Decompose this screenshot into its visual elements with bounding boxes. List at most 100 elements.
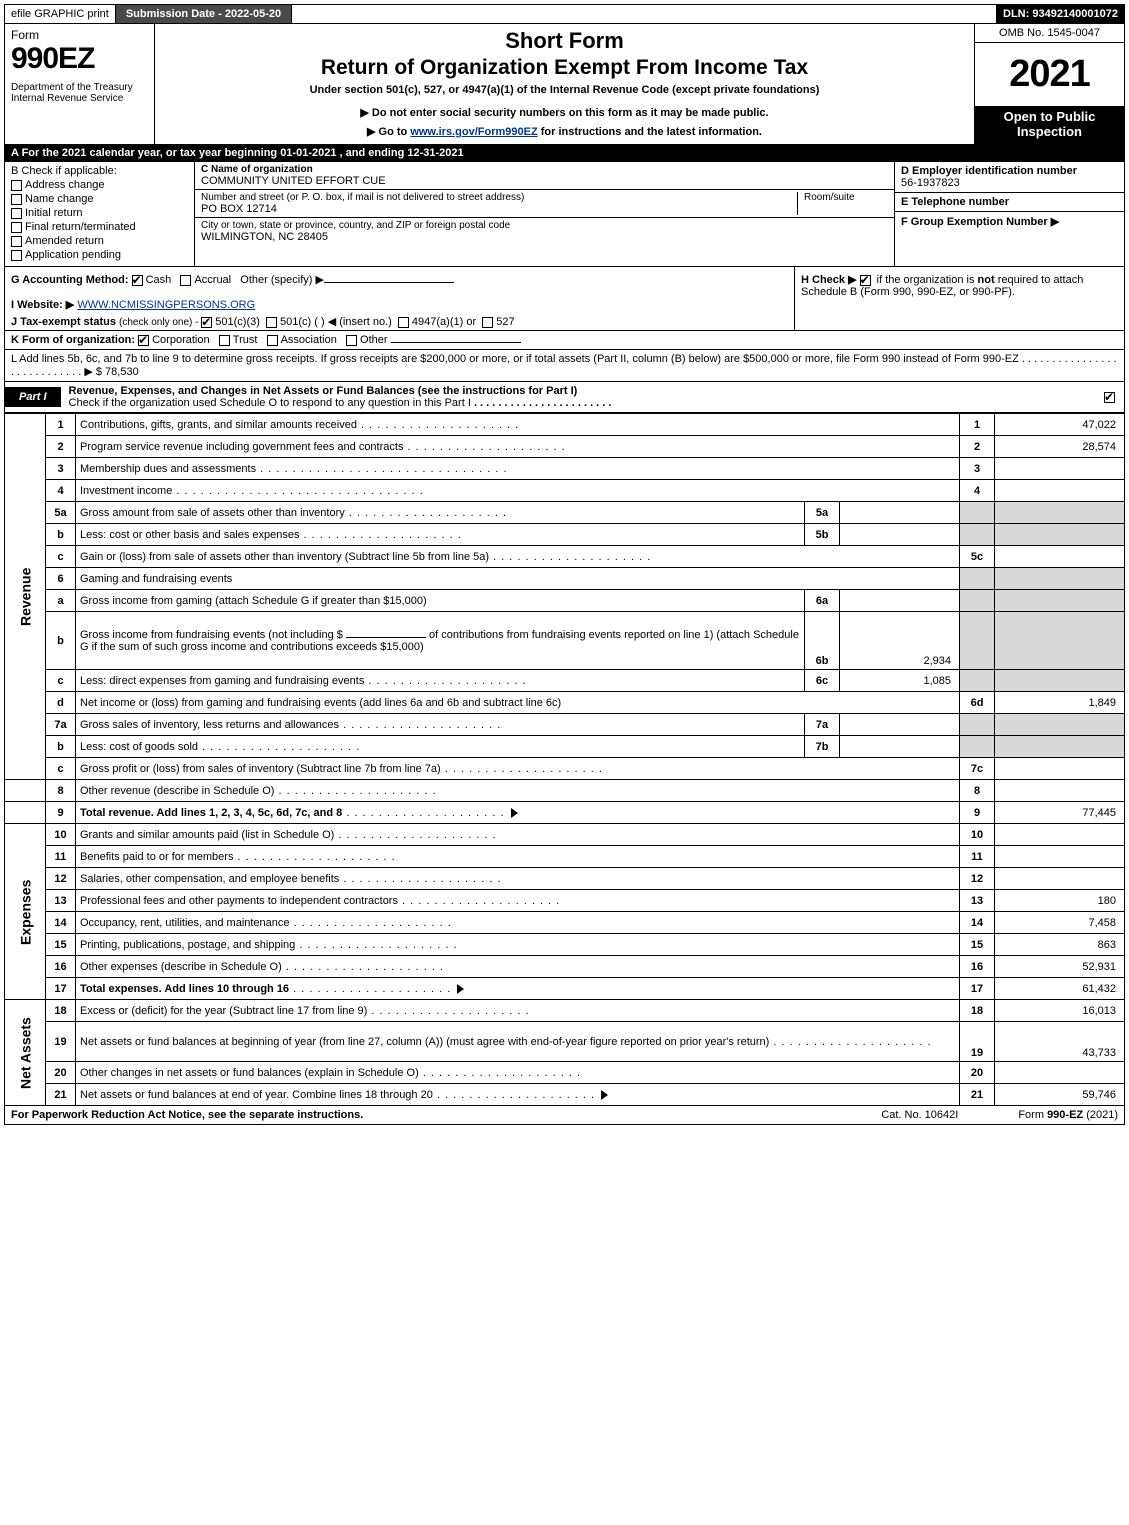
j-501c3-label: 501(c)(3) xyxy=(215,316,260,328)
row-l: L Add lines 5b, 6c, and 7b to line 9 to … xyxy=(4,350,1125,382)
line-5a-subn: 5a xyxy=(805,502,840,524)
line-12-desc: Salaries, other compensation, and employ… xyxy=(80,873,339,885)
arrow-icon xyxy=(457,984,464,994)
application-pending-label: Application pending xyxy=(25,249,121,261)
c-street-label: Number and street (or P. O. box, if mail… xyxy=(201,192,791,203)
line-10-num: 10 xyxy=(46,824,76,846)
d-ein-label: D Employer identification number xyxy=(901,165,1118,177)
line-7b-desc: Less: cost of goods sold xyxy=(80,741,198,753)
line-18-num: 18 xyxy=(46,1000,76,1022)
ssn-warning: ▶ Do not enter social security numbers o… xyxy=(163,106,966,119)
k-other-input[interactable] xyxy=(391,342,521,343)
line-17-desc: Total expenses. Add lines 10 through 16 xyxy=(80,983,289,995)
line-5a-subv xyxy=(840,502,960,524)
line-2-desc: Program service revenue including govern… xyxy=(80,441,403,453)
j-527-checkbox[interactable] xyxy=(482,317,493,328)
initial-return-checkbox[interactable]: Initial return xyxy=(11,207,188,219)
line-19-desc: Net assets or fund balances at beginning… xyxy=(80,1036,769,1048)
form-number: 990EZ xyxy=(11,42,148,76)
line-4-ln: 4 xyxy=(960,480,995,502)
c-name-label: C Name of organization xyxy=(201,164,888,175)
j-501c-label: 501(c) ( ) ◀ (insert no.) xyxy=(280,316,392,328)
name-change-label: Name change xyxy=(25,193,94,205)
line-7b-subn: 7b xyxy=(805,736,840,758)
row-a-tax-year: A For the 2021 calendar year, or tax yea… xyxy=(4,145,1125,162)
g-accrual-checkbox[interactable] xyxy=(180,275,191,286)
footer-right: Form 990-EZ (2021) xyxy=(1018,1109,1118,1121)
j-4947-label: 4947(a)(1) or xyxy=(412,316,476,328)
line-11-ln: 11 xyxy=(960,846,995,868)
line-18-amt: 16,013 xyxy=(995,1000,1125,1022)
part-i-title-text: Revenue, Expenses, and Changes in Net As… xyxy=(69,385,578,397)
g-cash-checkbox[interactable] xyxy=(132,275,143,286)
k-other-checkbox[interactable] xyxy=(346,335,357,346)
application-pending-checkbox[interactable]: Application pending xyxy=(11,249,188,261)
header-center: Short Form Return of Organization Exempt… xyxy=(155,24,974,144)
irs-link[interactable]: www.irs.gov/Form990EZ xyxy=(410,126,537,138)
line-7b-subv xyxy=(840,736,960,758)
k-assoc-checkbox[interactable] xyxy=(267,335,278,346)
h-checkbox[interactable] xyxy=(860,275,871,286)
name-change-checkbox[interactable]: Name change xyxy=(11,193,188,205)
k-label: K Form of organization: xyxy=(11,334,138,346)
line-5b-grey xyxy=(960,524,995,546)
line-6a-grey2 xyxy=(995,590,1125,612)
line-18-desc: Excess or (deficit) for the year (Subtra… xyxy=(80,1005,367,1017)
line-6-desc: Gaming and fundraising events xyxy=(80,573,232,585)
k-corp-checkbox[interactable] xyxy=(138,335,149,346)
section-def: D Employer identification number 56-1937… xyxy=(894,162,1124,266)
g-other-input[interactable] xyxy=(324,282,454,283)
line-8-amt xyxy=(995,780,1125,802)
line-13-num: 13 xyxy=(46,890,76,912)
line-6b-desc1: Gross income from fundraising events (no… xyxy=(80,629,343,641)
final-return-checkbox[interactable]: Final return/terminated xyxy=(11,221,188,233)
line-9-num: 9 xyxy=(46,802,76,824)
part-i-tag: Part I xyxy=(5,387,61,407)
under-section-text: Under section 501(c), 527, or 4947(a)(1)… xyxy=(163,84,966,96)
j-501c3-checkbox[interactable] xyxy=(201,317,212,328)
line-9-amt: 77,445 xyxy=(995,802,1125,824)
line-6d-desc: Net income or (loss) from gaming and fun… xyxy=(80,697,561,709)
j-label: J Tax-exempt status xyxy=(11,316,119,328)
j-small: (check only one) - xyxy=(119,317,201,328)
dln-label: DLN: 93492140001072 xyxy=(997,5,1124,23)
line-13-ln: 13 xyxy=(960,890,995,912)
website-link[interactable]: WWW.NCMISSINGPERSONS.ORG xyxy=(77,299,255,311)
line-7a-num: 7a xyxy=(46,714,76,736)
line-7c-amt xyxy=(995,758,1125,780)
line-6-grey2 xyxy=(995,568,1125,590)
address-change-checkbox[interactable]: Address change xyxy=(11,179,188,191)
line-4-num: 4 xyxy=(46,480,76,502)
line-9-ln: 9 xyxy=(960,802,995,824)
line-6b-subv: 2,934 xyxy=(840,612,960,670)
line-13-desc: Professional fees and other payments to … xyxy=(80,895,398,907)
l-amount: $ 78,530 xyxy=(96,366,139,378)
header-right: OMB No. 1545-0047 2021 Open to Public In… xyxy=(974,24,1124,144)
c-name-value: COMMUNITY UNITED EFFORT CUE xyxy=(201,175,888,187)
line-6b-input[interactable] xyxy=(346,637,426,638)
line-5c-amt xyxy=(995,546,1125,568)
line-6d-amt: 1,849 xyxy=(995,692,1125,714)
e-phone-label: E Telephone number xyxy=(901,196,1118,208)
title-return: Return of Organization Exempt From Incom… xyxy=(163,56,966,80)
form-word: Form xyxy=(11,28,148,42)
row-gh: G Accounting Method: Cash Accrual Other … xyxy=(4,267,1125,331)
k-trust-checkbox[interactable] xyxy=(219,335,230,346)
line-16-num: 16 xyxy=(46,956,76,978)
i-label: I Website: ▶ xyxy=(11,299,74,311)
d-ein-value: 56-1937823 xyxy=(901,177,1118,189)
title-short-form: Short Form xyxy=(163,28,966,54)
line-3-amt xyxy=(995,458,1125,480)
department-label: Department of the Treasury Internal Reve… xyxy=(11,82,148,104)
line-20-desc: Other changes in net assets or fund bala… xyxy=(80,1067,419,1079)
j-501c-checkbox[interactable] xyxy=(266,317,277,328)
amended-return-checkbox[interactable]: Amended return xyxy=(11,235,188,247)
line-12-num: 12 xyxy=(46,868,76,890)
line-5c-num: c xyxy=(46,546,76,568)
g-other-label: Other (specify) ▶ xyxy=(240,274,324,286)
c-city-label: City or town, state or province, country… xyxy=(201,220,888,231)
part-i-scho-checkbox[interactable] xyxy=(1104,392,1115,403)
section-c-org: C Name of organization COMMUNITY UNITED … xyxy=(195,162,894,266)
j-4947-checkbox[interactable] xyxy=(398,317,409,328)
k-trust-label: Trust xyxy=(233,334,258,346)
